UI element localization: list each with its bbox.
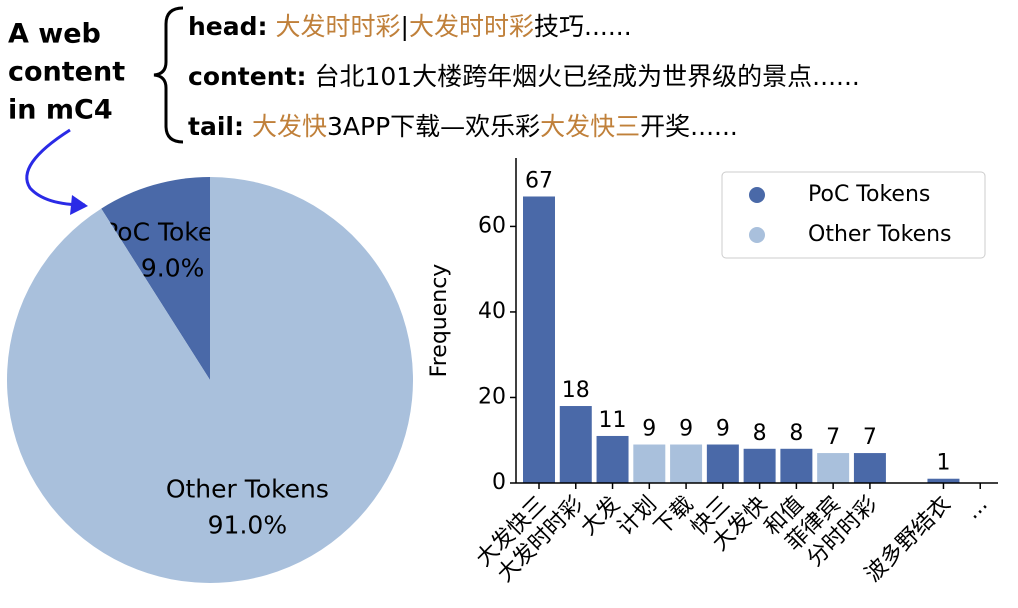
bar: [559, 406, 592, 483]
bar-value: 7: [826, 425, 840, 450]
legend-marker: [749, 227, 765, 243]
bar-value: 9: [679, 417, 693, 442]
pie-slice: [101, 177, 210, 380]
bar: [596, 435, 629, 483]
line-key: head:: [188, 12, 268, 41]
bar: [853, 453, 886, 483]
x-tick-label: 计划: [613, 492, 662, 541]
bar: [817, 453, 850, 483]
line-key: tail:: [188, 112, 244, 141]
bar-value: 67: [525, 168, 553, 193]
slice-value: 9.0%: [141, 253, 205, 282]
bar-value: 1: [936, 451, 950, 476]
line-segment: 大发时时彩: [276, 12, 401, 41]
sample-line: tail: 大发快3APP下载—欢乐彩大发快三开奖......: [188, 112, 738, 141]
bar: [633, 444, 666, 483]
bar-value: 8: [789, 421, 803, 446]
line-key: content:: [188, 62, 306, 91]
arrow: [25, 128, 86, 207]
bar-value: 18: [562, 378, 590, 403]
bar-value: 8: [753, 421, 767, 446]
legend-label: Other Tokens: [808, 222, 952, 247]
line-segment: 开奖......: [640, 112, 738, 141]
line-segment: 台北101大楼跨年烟火已经成为世界级的景点......: [314, 62, 859, 91]
line-segment: 大发快: [252, 112, 327, 141]
y-tick-label: 60: [478, 213, 506, 238]
bar: [670, 444, 703, 483]
brace: [153, 6, 184, 144]
x-tick-label: 大发: [576, 492, 625, 541]
legend-marker: [749, 187, 765, 203]
pie-slice: [6, 177, 413, 583]
bar: [927, 478, 960, 483]
source-label: content: [8, 57, 125, 88]
line-segment: 大发时时彩: [409, 12, 534, 41]
source-label: A web: [8, 19, 101, 50]
line-segment: 技巧......: [534, 12, 632, 41]
y-tick-label: 0: [492, 470, 506, 495]
line-segment: 大发快三: [540, 112, 640, 141]
bar-value: 9: [642, 417, 656, 442]
y-tick-label: 20: [478, 384, 506, 409]
sample-line: head: 大发时时彩|大发时时彩技巧......: [188, 12, 632, 41]
slice-label: Other Tokens: [166, 475, 329, 504]
x-tick-label: 下载: [650, 492, 699, 541]
line-segment: |: [401, 12, 409, 41]
bar: [743, 448, 776, 483]
y-tick-label: 40: [478, 299, 506, 324]
line-segment: 3APP下载—欢乐彩: [327, 112, 540, 141]
x-tick-label: ...: [960, 492, 993, 525]
y-axis-label: Frequency: [427, 264, 452, 378]
legend-label: PoC Tokens: [808, 182, 930, 207]
bar-value: 11: [599, 408, 627, 433]
source-label: in mC4: [8, 95, 113, 126]
bar: [780, 448, 813, 483]
bar: [706, 444, 739, 483]
sample-line: content: 台北101大楼跨年烟火已经成为世界级的景点......: [188, 62, 860, 91]
legend-box: [721, 171, 986, 259]
bar-value: 9: [716, 417, 730, 442]
bar-value: 7: [863, 425, 877, 450]
slice-value: 91.0%: [208, 511, 287, 540]
bar: [523, 196, 555, 483]
arrow-head: [70, 195, 88, 215]
